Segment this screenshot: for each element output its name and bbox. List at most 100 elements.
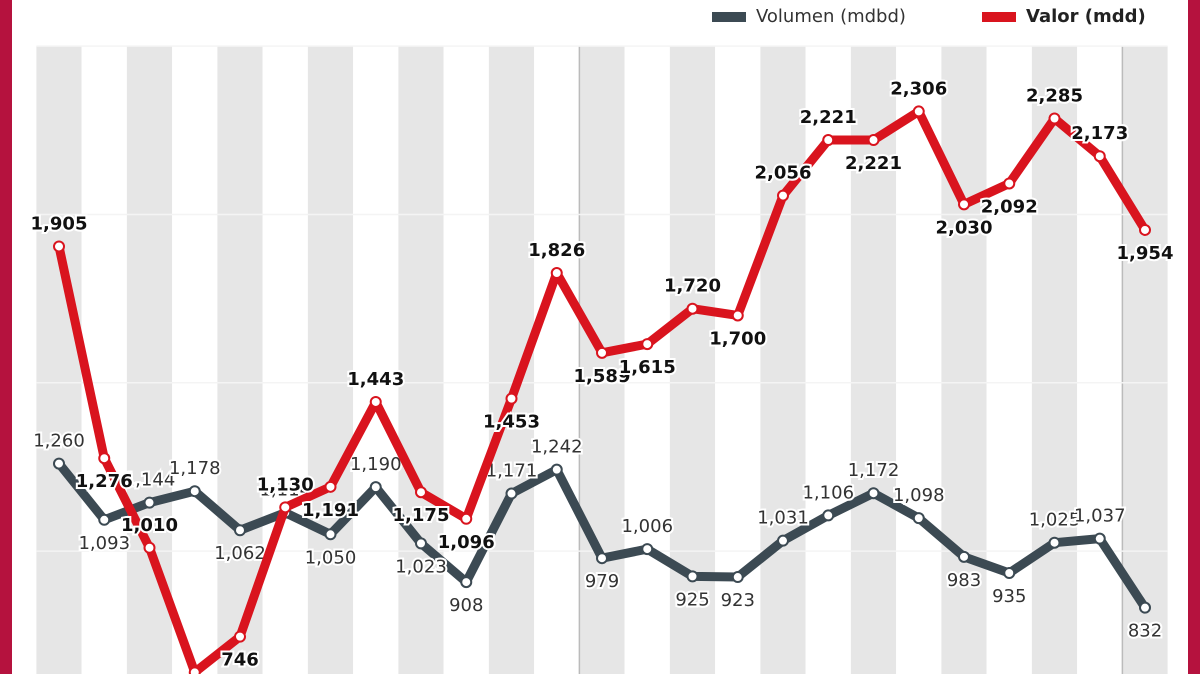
point bbox=[369, 481, 382, 494]
point bbox=[234, 524, 246, 537]
point bbox=[777, 534, 789, 547]
frame-left bbox=[0, 0, 12, 674]
data-label: 1,190 bbox=[350, 454, 402, 475]
data-label: 1,093 bbox=[78, 533, 130, 554]
point bbox=[369, 395, 382, 408]
point bbox=[1093, 150, 1106, 163]
point bbox=[550, 267, 563, 280]
data-label: 2,221 bbox=[800, 107, 857, 128]
point bbox=[912, 105, 925, 118]
point bbox=[188, 666, 201, 674]
legend-swatch bbox=[712, 12, 746, 22]
column-stripe bbox=[36, 46, 82, 674]
point bbox=[596, 346, 608, 359]
point bbox=[958, 198, 970, 211]
data-label: 1,031 bbox=[757, 508, 809, 529]
data-label: 1,025 bbox=[1029, 510, 1081, 531]
point bbox=[731, 571, 744, 584]
data-label: 832 bbox=[1128, 621, 1162, 642]
point bbox=[1048, 112, 1061, 125]
point bbox=[731, 309, 744, 322]
data-label: 1,260 bbox=[33, 431, 85, 452]
point bbox=[822, 134, 835, 147]
column-stripe bbox=[1122, 46, 1168, 674]
data-label: 2,173 bbox=[1071, 123, 1128, 144]
data-label: 746 bbox=[221, 650, 259, 671]
data-label: 1,826 bbox=[528, 240, 585, 261]
data-label: 983 bbox=[947, 570, 981, 591]
data-label: 2,221 bbox=[845, 153, 902, 174]
data-label: 1,720 bbox=[664, 276, 721, 297]
data-label: 1,023 bbox=[395, 556, 447, 577]
point bbox=[867, 134, 880, 147]
point bbox=[596, 552, 608, 565]
point bbox=[686, 570, 699, 583]
point bbox=[1139, 601, 1151, 614]
data-label: 1,114 bbox=[259, 480, 311, 501]
point bbox=[324, 480, 337, 493]
column-stripe bbox=[126, 46, 173, 674]
point bbox=[53, 240, 65, 253]
point bbox=[188, 485, 201, 498]
point bbox=[98, 452, 111, 465]
data-label: 1,443 bbox=[347, 369, 404, 390]
point bbox=[641, 543, 654, 556]
data-label: 1,172 bbox=[848, 460, 900, 481]
data-label: 1,589 bbox=[574, 366, 631, 387]
point bbox=[279, 501, 292, 514]
point bbox=[641, 338, 654, 351]
data-label: 1,905 bbox=[31, 213, 88, 234]
data-label: 2,092 bbox=[981, 196, 1038, 217]
point bbox=[234, 630, 246, 643]
column-stripe bbox=[579, 46, 625, 674]
data-label: 1,171 bbox=[486, 461, 538, 482]
point bbox=[98, 513, 111, 526]
point bbox=[686, 302, 699, 315]
column-stripe bbox=[805, 46, 851, 674]
frame-right bbox=[1188, 0, 1200, 674]
column-stripe bbox=[1031, 46, 1078, 674]
legend-swatch bbox=[982, 12, 1016, 22]
column-stripe bbox=[81, 46, 127, 674]
data-label: 935 bbox=[992, 586, 1026, 607]
column-stripe bbox=[850, 46, 897, 674]
legend-label: Valor (mdd) bbox=[1026, 6, 1146, 27]
point bbox=[1003, 567, 1016, 580]
data-label: 1,098 bbox=[893, 485, 945, 506]
column-stripe bbox=[986, 46, 1032, 674]
column-stripe bbox=[534, 46, 580, 674]
data-label: 1,700 bbox=[709, 328, 766, 349]
point bbox=[460, 576, 473, 589]
data-label: 1,453 bbox=[483, 412, 540, 433]
column-stripe bbox=[262, 46, 308, 674]
point bbox=[1003, 177, 1016, 190]
data-label: 1,062 bbox=[214, 543, 266, 564]
point bbox=[460, 512, 473, 525]
point bbox=[415, 486, 427, 499]
data-label: 1,106 bbox=[802, 482, 854, 503]
point bbox=[143, 496, 156, 509]
column-stripe bbox=[760, 46, 806, 674]
data-label: 2,030 bbox=[936, 217, 993, 238]
point bbox=[867, 487, 880, 500]
point bbox=[777, 189, 789, 202]
point bbox=[1093, 532, 1106, 545]
data-label: 1,144 bbox=[124, 470, 176, 491]
data-label: 1,006 bbox=[621, 516, 673, 537]
data-label: 1,242 bbox=[531, 437, 583, 458]
data-label: 1,276 bbox=[76, 471, 133, 492]
data-label: 1,010 bbox=[121, 515, 178, 536]
point bbox=[53, 457, 65, 470]
data-label: 1,050 bbox=[305, 547, 357, 568]
column-stripe bbox=[941, 46, 987, 674]
data-label: 1,175 bbox=[393, 505, 450, 526]
data-label: 1,096 bbox=[438, 532, 495, 553]
point bbox=[822, 509, 835, 522]
data-label: 1,191 bbox=[302, 500, 359, 521]
data-label: 1,954 bbox=[1117, 243, 1174, 264]
point bbox=[324, 528, 337, 541]
point bbox=[912, 512, 925, 525]
column-stripe bbox=[307, 46, 354, 674]
data-label: 923 bbox=[721, 590, 755, 611]
